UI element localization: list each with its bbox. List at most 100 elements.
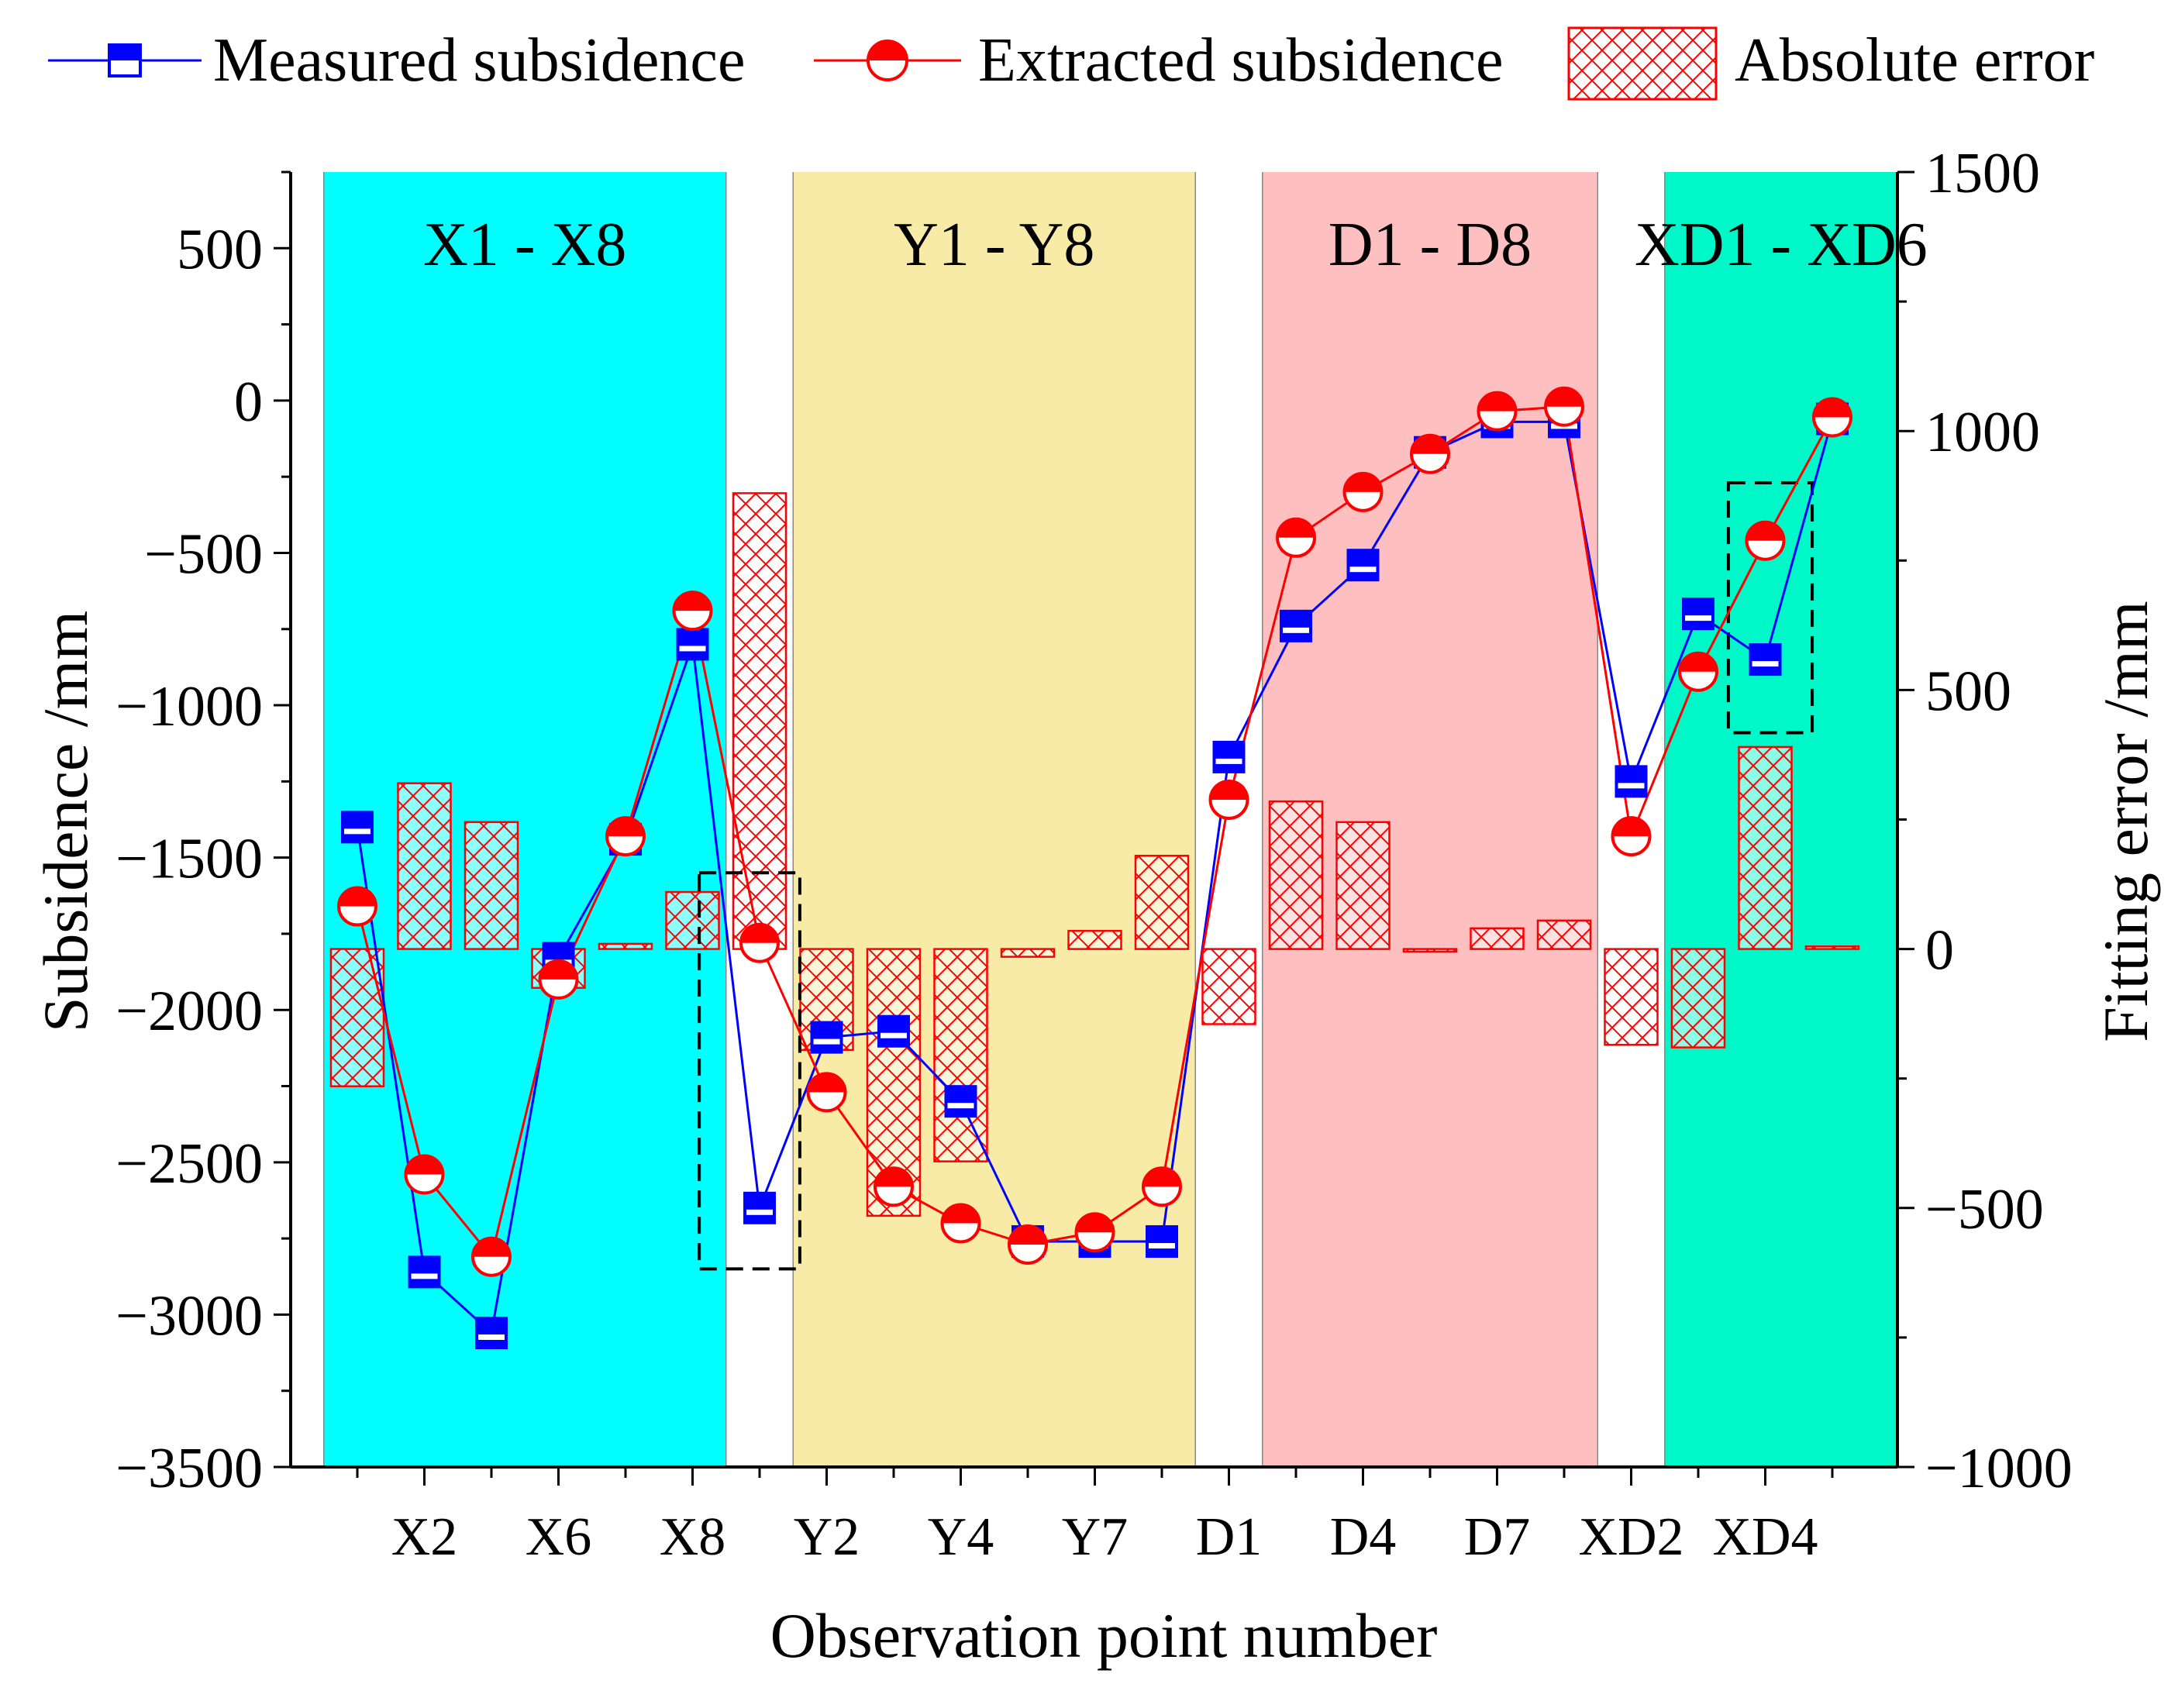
left-tick-label: 0 xyxy=(234,370,263,434)
extracted-point xyxy=(1342,471,1384,512)
error-bar xyxy=(1268,800,1324,950)
series-markers xyxy=(337,386,1852,1350)
x-tick-label: Y4 xyxy=(928,1507,994,1567)
error-bar xyxy=(1000,948,1056,958)
error-bar xyxy=(732,492,787,950)
left-tick-label: −1500 xyxy=(115,828,263,891)
measured-point xyxy=(475,1317,508,1350)
extracted-point xyxy=(874,1166,914,1207)
error-bar xyxy=(933,948,988,1162)
extracted-point xyxy=(1812,397,1852,438)
extracted-point xyxy=(1678,651,1718,692)
right-tick-label: 1000 xyxy=(1925,401,2040,464)
extracted-point xyxy=(1745,520,1786,561)
region-label-0: X1 - X8 xyxy=(423,211,626,279)
extracted-point xyxy=(471,1236,512,1277)
error-bar xyxy=(1536,919,1592,950)
extracted-point xyxy=(1276,517,1316,558)
x-tick-label: D4 xyxy=(1330,1507,1397,1567)
measured-point xyxy=(676,628,709,661)
error-bar xyxy=(329,948,385,1087)
extracted-point xyxy=(806,1072,847,1113)
error-bar xyxy=(1402,948,1458,953)
measured-point xyxy=(1682,597,1714,631)
extracted-point xyxy=(337,886,377,927)
measured-point xyxy=(1346,549,1380,582)
extracted-point xyxy=(1142,1166,1182,1207)
extracted-point xyxy=(1544,386,1584,427)
extracted-point xyxy=(1477,391,1518,432)
axes xyxy=(274,170,1914,1486)
extracted-point xyxy=(1008,1224,1048,1265)
error-bar xyxy=(1804,945,1860,950)
x-tick-label: Y7 xyxy=(1062,1507,1129,1567)
measured-point xyxy=(1749,643,1782,677)
error-bar xyxy=(1335,821,1391,950)
error-bar xyxy=(1470,927,1525,950)
right-tick-label: 0 xyxy=(1925,919,1954,983)
extracted-point xyxy=(672,591,713,632)
x-axis-title: Observation point number xyxy=(770,1600,1438,1671)
dashed-box-1 xyxy=(1726,481,1814,735)
dashed-box-0 xyxy=(698,871,801,1271)
measured-point xyxy=(810,1021,843,1054)
measured-point xyxy=(944,1085,977,1118)
extracted-point xyxy=(1611,816,1652,857)
error-bar xyxy=(1067,929,1122,950)
extracted-point xyxy=(940,1203,981,1244)
legend-label-measured: Measured subsidence xyxy=(213,26,745,95)
left-tick-label: −2000 xyxy=(115,980,263,1043)
legend-hatch-swatch xyxy=(1567,26,1718,101)
error-bar xyxy=(665,890,720,950)
right-tick-label: 500 xyxy=(1925,659,2011,723)
extracted-point xyxy=(605,816,646,857)
right-axis-title: Fitting error /mm xyxy=(2090,601,2161,1042)
measured-point xyxy=(341,811,374,844)
x-tick-label: X2 xyxy=(391,1507,458,1567)
left-tick-label: −1000 xyxy=(115,675,263,739)
left-axis-title: Subsidence /mm xyxy=(30,611,101,1032)
right-tick-label: 1500 xyxy=(1925,142,2040,205)
extracted-point xyxy=(1074,1212,1115,1253)
extracted-point xyxy=(1208,779,1249,820)
measured-point xyxy=(1280,609,1312,642)
error-bar xyxy=(1738,746,1793,950)
legend-circle-marker xyxy=(867,40,908,81)
left-tick-label: −500 xyxy=(144,522,263,586)
legend-item-error: Absolute error xyxy=(1567,26,2094,101)
error-bar xyxy=(464,821,519,950)
measured-point xyxy=(1146,1225,1178,1259)
right-tick-label: −1000 xyxy=(1925,1437,2073,1500)
error-bar xyxy=(1201,948,1256,1025)
legend-item-measured: Measured subsidence xyxy=(48,26,745,95)
region-band-0 xyxy=(323,172,726,1467)
extracted-point xyxy=(1410,433,1450,474)
measured-point xyxy=(408,1255,441,1289)
error-bar xyxy=(1134,855,1190,950)
error-bar xyxy=(1670,948,1726,1049)
right-tick-label: −500 xyxy=(1925,1178,2044,1241)
left-tick-label: −3500 xyxy=(115,1437,263,1500)
region-labels: X1 - X8 Y1 - Y8 D1 - D8 XD1 - XD6 xyxy=(423,211,1928,279)
x-tick-label: D1 xyxy=(1196,1507,1263,1567)
left-tick-label: −2500 xyxy=(115,1132,263,1196)
measured-point xyxy=(877,1014,910,1048)
tick-labels: 500 0 −500 −1000 −1500 −2000 −2500 −3000 −3500 15… xyxy=(115,142,2072,1567)
measured-point xyxy=(1212,740,1246,773)
region-label-3: XD1 - XD6 xyxy=(1635,211,1928,279)
legend-item-extracted: Extracted subsidence xyxy=(814,26,1504,95)
legend-label-extracted: Extracted subsidence xyxy=(978,26,1504,95)
x-tick-label: Y2 xyxy=(794,1507,860,1567)
region-label-2: D1 - D8 xyxy=(1329,211,1532,279)
extracted-point xyxy=(739,922,780,963)
measured-point xyxy=(743,1191,776,1224)
extracted-point xyxy=(404,1154,445,1195)
x-tick-label: D7 xyxy=(1464,1507,1531,1567)
x-tick-label: XD4 xyxy=(1712,1507,1818,1567)
error-bars xyxy=(329,492,1860,1217)
region-label-1: Y1 - Y8 xyxy=(894,211,1094,279)
left-tick-label: −3000 xyxy=(115,1284,263,1348)
dashed-annotations xyxy=(698,481,1814,1271)
x-tick-label: X6 xyxy=(526,1507,592,1567)
